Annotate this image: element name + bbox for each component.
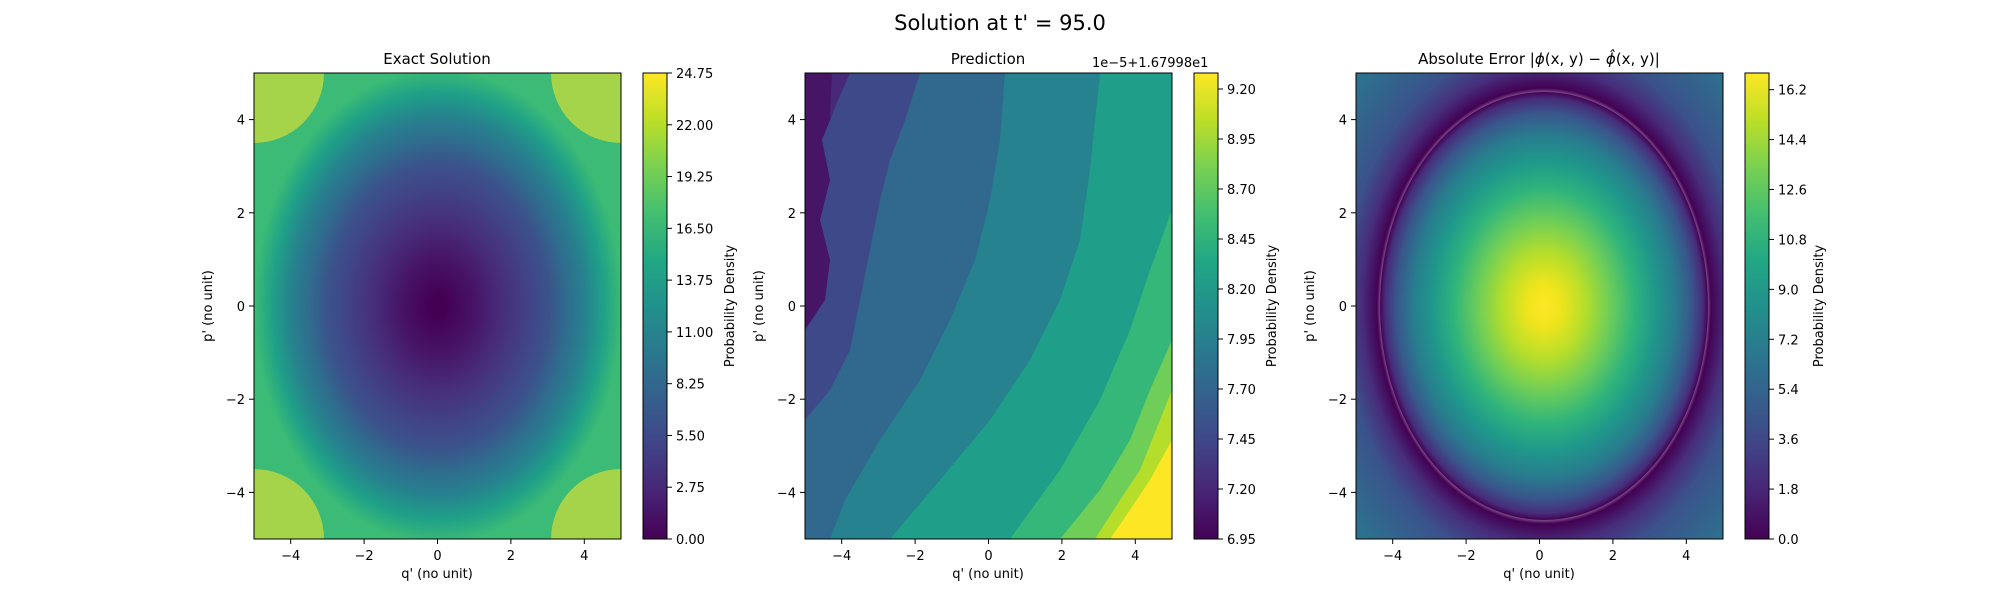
heatmap-exact (254, 73, 621, 539)
x-tick-label: −4 (832, 549, 851, 564)
colorbar-tick-label: 7.95 (1227, 333, 1256, 348)
colorbar-tick-label: 1.8 (1778, 483, 1799, 498)
y-tick-label: −2 (226, 393, 245, 408)
y-tick-label: 2 (237, 207, 245, 222)
colorbar-tick-label: 0.0 (1778, 533, 1799, 548)
panel-title: Absolute Error |ϕ(x, y) − ϕ̂(x, y)| (1418, 48, 1660, 68)
colorbar (1193, 72, 1219, 540)
panel-absolute-error: Absolute Error |ϕ(x, y) − ϕ̂(x, y)| −4 −2… (1303, 48, 1827, 582)
y-tick-label: 0 (1339, 300, 1347, 315)
figure-title: Solution at t' = 95.0 (894, 11, 1106, 35)
colorbar-tick-label: 2.75 (676, 481, 705, 496)
x-tick-label: 4 (1131, 549, 1139, 564)
y-axis-label: p' (no unit) (1303, 270, 1318, 342)
colorbar-tick-label: 8.45 (1227, 233, 1256, 248)
panel-prediction: Prediction −4 −2 0 2 4 −4 −2 0 2 4 q' (no unit) p… (752, 50, 1280, 582)
x-tick-label: 2 (507, 549, 515, 564)
colorbar (1744, 72, 1770, 540)
colorbar-tick-label: 7.45 (1227, 433, 1256, 448)
y-tick-label: 2 (788, 207, 796, 222)
y-tick-label: −4 (226, 486, 245, 501)
colorbar-tick-label: 5.50 (676, 429, 705, 444)
y-tick-label: 4 (237, 114, 245, 129)
colorbar-tick-label: 6.95 (1227, 533, 1256, 548)
colorbar-tick-label: 8.95 (1227, 133, 1256, 148)
colorbar-tick-label: 5.4 (1778, 383, 1799, 398)
colorbar-label: Probability Density (1265, 245, 1280, 368)
x-tick-label: 0 (433, 549, 441, 564)
x-tick-label: −4 (1383, 549, 1402, 564)
colorbar-tick-label: 0.00 (676, 533, 705, 548)
corner-high-region (551, 73, 621, 143)
colorbar-tick-label: 11.00 (676, 326, 713, 341)
y-tick-label: 4 (788, 114, 796, 129)
colorbar-tick-label: 9.20 (1227, 83, 1256, 98)
x-tick-label: 4 (1682, 549, 1690, 564)
x-axis-label: q' (no unit) (1503, 567, 1575, 582)
panel-title: Exact Solution (383, 50, 491, 68)
x-tick-label: −2 (906, 549, 925, 564)
colorbar-offset-label: 1e−5+1.67998e1 (1092, 56, 1208, 71)
colorbar-tick-label: 8.25 (676, 378, 705, 393)
y-tick-label: −4 (777, 486, 796, 501)
colorbar-label: Probability Density (1812, 245, 1827, 368)
y-tick-label: 0 (237, 300, 245, 315)
x-tick-label: 4 (580, 549, 588, 564)
y-tick-label: −4 (1328, 486, 1347, 501)
colorbar-tick-label: 24.75 (676, 67, 713, 82)
x-axis-label: q' (no unit) (952, 567, 1024, 582)
colorbar-tick-label: 7.20 (1227, 483, 1256, 498)
colorbar-tick-label: 13.75 (676, 274, 713, 289)
corner-high-region (254, 469, 324, 539)
colorbar-tick-label: 10.8 (1778, 233, 1807, 248)
y-tick-label: −2 (1328, 393, 1347, 408)
colorbar-tick-label: 22.00 (676, 119, 713, 134)
colorbar-tick-label: 8.20 (1227, 283, 1256, 298)
x-axis-label: q' (no unit) (401, 567, 473, 582)
x-tick-label: −4 (281, 549, 300, 564)
x-tick-label: 0 (984, 549, 992, 564)
corner-high-region (551, 469, 621, 539)
contour-field-prediction (805, 73, 1172, 539)
corner-high-region (254, 73, 324, 143)
x-tick-label: 0 (1535, 549, 1543, 564)
colorbar-tick-label: 8.70 (1227, 183, 1256, 198)
colorbar (642, 72, 668, 540)
x-tick-label: 2 (1609, 549, 1617, 564)
y-axis-label: p' (no unit) (752, 270, 767, 342)
colorbar-tick-label: 12.6 (1778, 184, 1807, 199)
colorbar-tick-label: 19.25 (676, 171, 713, 186)
heatmap-absolute-error-core (1380, 92, 1708, 520)
y-tick-label: 2 (1339, 207, 1347, 222)
panel-title: Prediction (951, 50, 1026, 68)
y-tick-label: 0 (788, 300, 796, 315)
colorbar-tick-label: 16.2 (1778, 84, 1807, 99)
y-tick-label: 4 (1339, 114, 1347, 129)
colorbar-tick-label: 3.6 (1778, 433, 1799, 448)
colorbar-tick-label: 7.2 (1778, 333, 1799, 348)
colorbar-tick-label: 9.0 (1778, 283, 1799, 298)
x-tick-label: 2 (1058, 549, 1066, 564)
panel-exact-solution: Exact Solution −4 −2 0 2 4 −4 −2 0 2 4 q' (no uni… (201, 50, 738, 582)
colorbar-tick-label: 16.50 (676, 222, 713, 237)
y-tick-label: −2 (777, 393, 796, 408)
contour-band (1110, 440, 1172, 539)
x-tick-label: −2 (355, 549, 374, 564)
colorbar-label: Probability Density (723, 245, 738, 368)
colorbar-tick-label: 7.70 (1227, 383, 1256, 398)
y-axis-label: p' (no unit) (201, 270, 216, 342)
colorbar-tick-label: 14.4 (1778, 134, 1807, 149)
x-tick-label: −2 (1457, 549, 1476, 564)
